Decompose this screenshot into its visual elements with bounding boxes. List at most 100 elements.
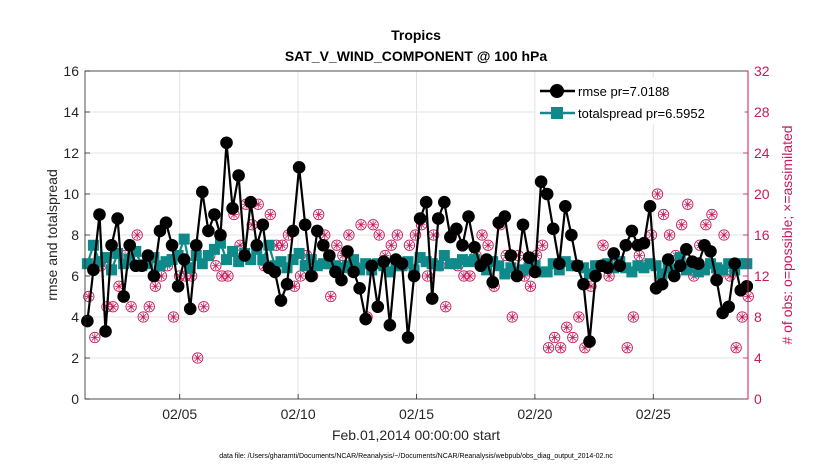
- spread-point: [93, 256, 105, 268]
- obs-marker: [222, 270, 234, 282]
- obs-possible-circle: [264, 208, 276, 221]
- rmse-point: [87, 263, 100, 277]
- obs-assimilated-star: [211, 261, 221, 270]
- obs-assimilated-star: [223, 271, 233, 281]
- obs-assimilated-star: [217, 271, 227, 281]
- obs-possible-circle: [676, 219, 688, 231]
- spread-point: [487, 256, 499, 268]
- obs-marker: [137, 311, 149, 323]
- spread-point: [166, 254, 178, 266]
- obs-marker: [548, 331, 561, 344]
- spread-point: [112, 247, 124, 259]
- spread-point: [741, 258, 753, 270]
- spread-point: [541, 266, 553, 278]
- obs-possible-circle: [657, 208, 670, 221]
- obs-assimilated-star: [90, 333, 100, 342]
- spread-point: [420, 256, 432, 268]
- spread-point: [692, 266, 704, 278]
- spread-point: [154, 260, 166, 272]
- obs-assimilated-star: [296, 271, 305, 281]
- spread-point: [505, 262, 517, 274]
- rmse-point: [546, 222, 560, 236]
- spread-point: [227, 245, 239, 257]
- spread-point: [172, 250, 184, 261]
- obs-assimilated-star: [278, 241, 287, 250]
- obs-possible-circle: [573, 311, 585, 323]
- spread-point: [438, 250, 450, 261]
- y-tick-label: 8: [71, 227, 79, 243]
- spread-point: [287, 254, 299, 266]
- obs-marker: [331, 239, 343, 251]
- obs-assimilated-star: [169, 312, 178, 322]
- rmse-point: [141, 249, 155, 262]
- obs-marker: [403, 239, 416, 251]
- rmse-point: [371, 300, 385, 314]
- spread-point: [656, 268, 668, 280]
- obs-assimilated-star: [344, 230, 354, 240]
- obs-possible-circle: [385, 239, 397, 251]
- obs-possible-circle: [409, 229, 422, 241]
- rmse-point: [704, 245, 717, 258]
- spread-point: [142, 258, 154, 270]
- obs-possible-circle: [198, 301, 210, 313]
- obs-assimilated-star: [701, 220, 711, 229]
- spread-point: [632, 260, 644, 272]
- y2-tick-label: 12: [754, 268, 770, 284]
- spread-point: [130, 245, 142, 257]
- spread-point: [662, 262, 674, 274]
- obs-marker: [373, 229, 385, 241]
- rmse-point: [105, 238, 118, 252]
- x-tick-label: 02/05: [162, 406, 197, 422]
- obs-assimilated-star: [393, 230, 402, 240]
- spread-point: [432, 260, 444, 272]
- obs-assimilated-star: [731, 343, 741, 352]
- obs-assimilated-star: [145, 302, 154, 311]
- y2-tick-label: 28: [754, 104, 770, 120]
- rmse-point: [165, 238, 179, 252]
- obs-possible-circle: [718, 229, 730, 241]
- obs-marker: [385, 239, 397, 251]
- rmse-point: [171, 279, 185, 293]
- rmse-point: [431, 212, 445, 225]
- spread-point: [311, 260, 323, 272]
- spread-point: [444, 258, 456, 270]
- obs-assimilated-star: [114, 282, 124, 291]
- y-tick-label: 0: [71, 391, 79, 407]
- obs-marker: [476, 229, 488, 241]
- obs-marker: [706, 208, 718, 221]
- rmse-point: [238, 249, 251, 262]
- obs-assimilated-star: [586, 282, 596, 291]
- rmse-point: [244, 195, 258, 209]
- obs-marker: [524, 280, 537, 292]
- spread-point: [87, 239, 99, 251]
- rmse-point: [226, 202, 239, 215]
- obs-marker: [313, 208, 325, 221]
- obs-marker: [367, 219, 379, 231]
- obs-marker: [343, 229, 355, 241]
- rmse-point: [147, 269, 161, 283]
- obs-assimilated-star: [574, 312, 584, 322]
- obs-possible-circle: [440, 301, 452, 313]
- rmse-point: [310, 224, 324, 238]
- obs-assimilated-star: [126, 302, 136, 311]
- obs-marker: [464, 270, 476, 282]
- rmse-point: [692, 257, 705, 271]
- y-tick-label: 10: [63, 186, 79, 202]
- rmse-point: [317, 238, 330, 252]
- rmse-point: [680, 243, 693, 256]
- obs-assimilated-star: [387, 241, 396, 250]
- rmse-point: [456, 238, 469, 252]
- obs-possible-circle: [192, 352, 204, 364]
- rmse-point: [462, 210, 475, 223]
- obs-marker: [294, 270, 307, 282]
- obs-assimilated-star: [629, 312, 638, 322]
- obs-possible-circle: [542, 342, 555, 354]
- rmse-point: [667, 269, 681, 283]
- spread-point: [275, 256, 287, 268]
- obs-assimilated-star: [508, 312, 517, 322]
- obs-possible-circle: [555, 342, 567, 354]
- obs-assimilated-star: [653, 189, 662, 199]
- obs-marker: [421, 270, 434, 282]
- chart-title: Tropics: [391, 27, 441, 43]
